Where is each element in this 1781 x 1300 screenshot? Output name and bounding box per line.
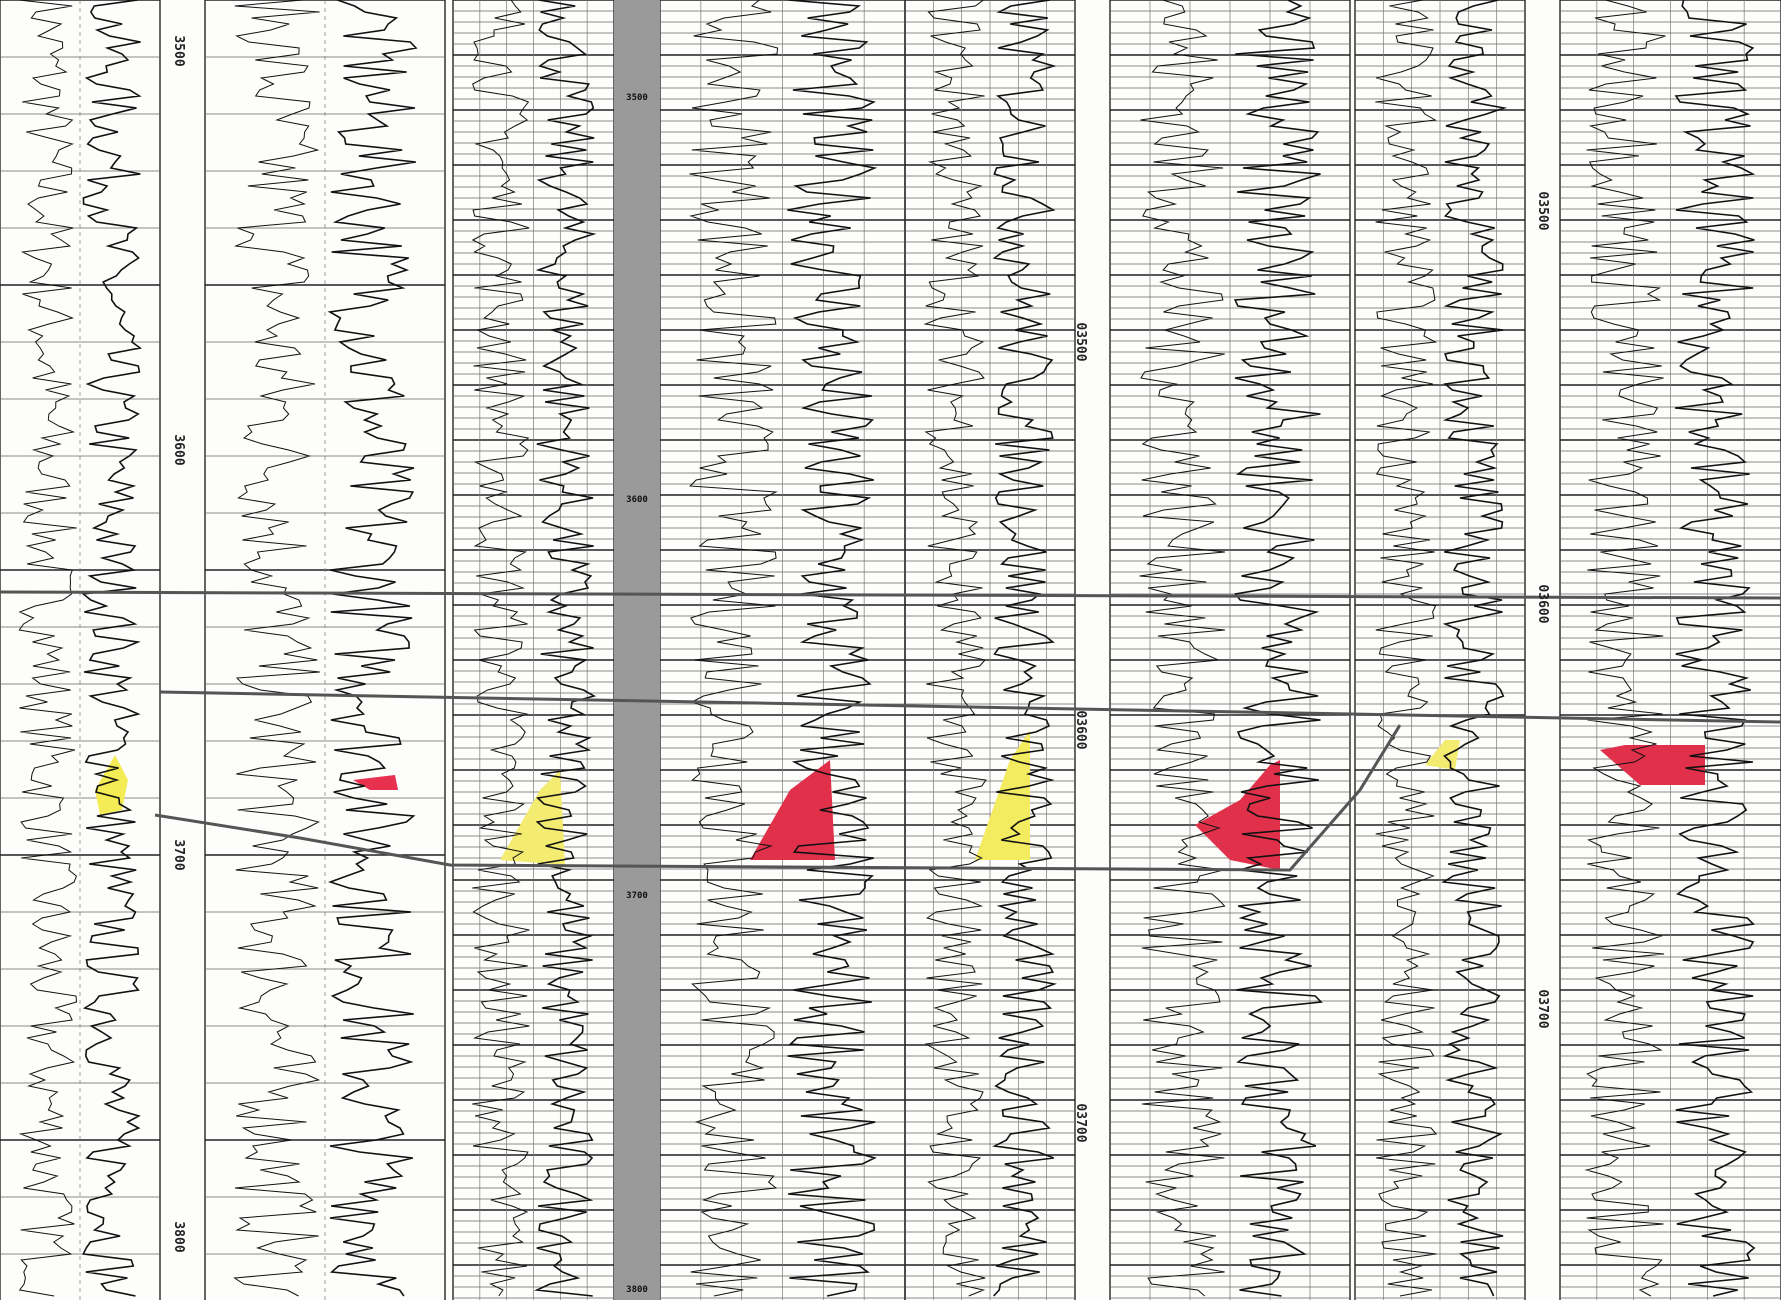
log-curve bbox=[787, 0, 878, 1297]
depth-label: 3700 bbox=[626, 891, 648, 901]
log-curve bbox=[1233, 0, 1323, 1297]
pay-fill bbox=[1600, 745, 1705, 785]
correlation-line bbox=[0, 590, 1781, 600]
depth-label: 3500 bbox=[626, 93, 648, 103]
log-curve bbox=[923, 0, 987, 1297]
log-curve bbox=[1674, 0, 1756, 1297]
log-curve bbox=[1441, 0, 1508, 1297]
log-curve bbox=[992, 0, 1058, 1297]
correlation-line bbox=[159, 690, 1781, 724]
log-curve bbox=[471, 0, 530, 1297]
depth-label: 3700 bbox=[171, 839, 186, 870]
log-curve bbox=[233, 0, 321, 1297]
log-curve bbox=[327, 0, 418, 1297]
depth-label: 3500 bbox=[171, 35, 186, 66]
log-curve bbox=[1584, 0, 1666, 1297]
correlation-lines bbox=[0, 590, 1781, 872]
pay-fill bbox=[750, 760, 835, 860]
correlation-line bbox=[154, 724, 1402, 872]
log-curve bbox=[81, 0, 143, 1297]
depth-label: 03500 bbox=[1535, 191, 1550, 230]
sand-fill bbox=[500, 770, 565, 865]
depth-label: 3600 bbox=[626, 495, 648, 505]
depth-label: 03700 bbox=[1073, 1103, 1088, 1142]
sand-fill bbox=[975, 730, 1030, 860]
log-curve bbox=[689, 0, 779, 1297]
log-curve bbox=[1375, 0, 1438, 1297]
depth-labels: 3500 3600 3700 3800 3500 3600 3700 3800 03500 036… bbox=[171, 35, 1550, 1295]
log-curve bbox=[18, 0, 78, 1297]
curves bbox=[18, 0, 1756, 1297]
lithology-column bbox=[614, 0, 660, 1300]
depth-label: 03600 bbox=[1535, 584, 1550, 623]
depth-label: 3600 bbox=[171, 434, 186, 465]
depth-label: 3800 bbox=[171, 1221, 186, 1252]
log-curve bbox=[534, 0, 597, 1297]
depth-label: 03700 bbox=[1535, 989, 1550, 1028]
depth-label: 3800 bbox=[626, 1285, 648, 1295]
depth-label: 03500 bbox=[1073, 322, 1088, 361]
depth-label: 03600 bbox=[1073, 710, 1088, 749]
log-curve bbox=[1139, 0, 1226, 1297]
